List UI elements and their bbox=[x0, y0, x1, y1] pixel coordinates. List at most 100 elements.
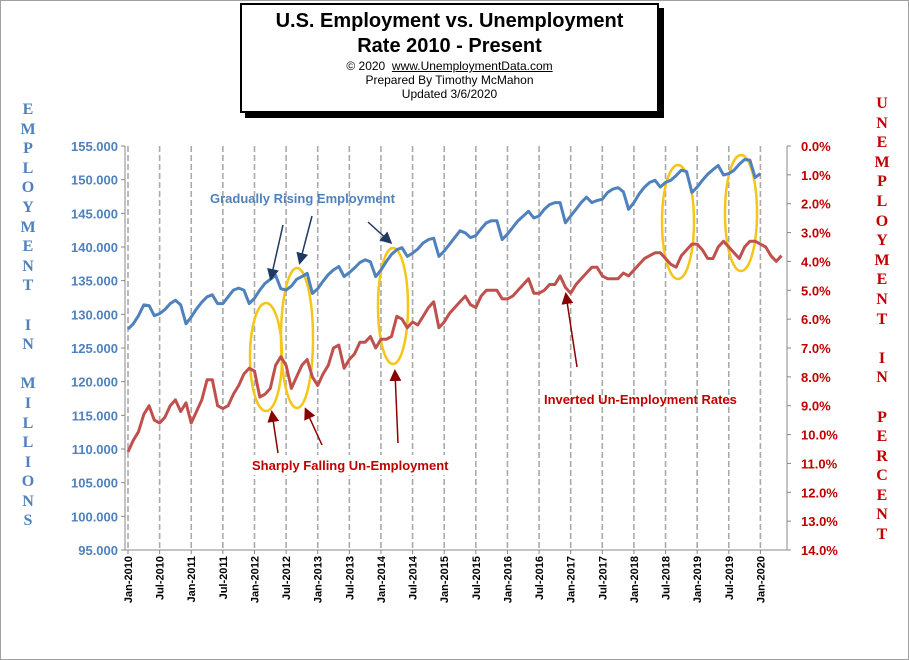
left-axis-title-letter: M bbox=[20, 218, 36, 236]
left-axis-title-letter: O bbox=[21, 179, 35, 197]
axes: 155.000 150.000 145.000 140.000 135.000 130.0… bbox=[71, 139, 838, 603]
left-tick-label: 95.000 bbox=[78, 543, 118, 558]
left-tick-label: 105.000 bbox=[71, 476, 118, 491]
site-link[interactable]: www.UnemploymentData.com bbox=[391, 59, 553, 73]
prepared-by: Prepared By Timothy McMahon bbox=[365, 73, 534, 87]
right-axis-title-letter: N bbox=[876, 506, 888, 524]
copyright-line: © 2020 www.UnemploymentData.com bbox=[242, 59, 657, 73]
falling-arrow bbox=[561, 292, 578, 368]
annotation-labels: Gradually Rising Employment Sharply Falli… bbox=[210, 191, 737, 475]
chart-title-box: U.S. Employment vs. Unemployment Rate 20… bbox=[240, 3, 659, 113]
falling-label-bg bbox=[250, 455, 466, 475]
right-tick-label: 1.0% bbox=[801, 168, 831, 183]
unemployment-line bbox=[126, 239, 783, 453]
right-tick-label: 10.0% bbox=[801, 428, 838, 443]
right-axis-title-letter bbox=[862, 388, 902, 408]
right-tick-label: 4.0% bbox=[801, 254, 831, 269]
left-axis-title-letter: E bbox=[22, 238, 34, 256]
right-axis-title-letter: E bbox=[876, 134, 888, 152]
left-axis-title-letter: L bbox=[22, 434, 34, 452]
right-tick-label: 12.0% bbox=[801, 485, 838, 500]
right-axis-title-letter: O bbox=[875, 212, 889, 230]
left-tick-label: 140.000 bbox=[71, 240, 118, 255]
falling-arrow bbox=[267, 410, 280, 454]
right-tick-label: 6.0% bbox=[801, 312, 831, 327]
right-tick-label: 0.0% bbox=[801, 139, 831, 154]
right-axis-title-letter: N bbox=[876, 369, 888, 387]
right-tick-label: 3.0% bbox=[801, 226, 831, 241]
updated-date: Updated 3/6/2020 bbox=[401, 87, 498, 101]
x-tick-label: Jan-2012 bbox=[249, 556, 261, 603]
annotation-falling: Sharply Falling Un-Employment bbox=[252, 458, 449, 473]
highlight-ellipse bbox=[723, 153, 759, 273]
x-tick-label: Jul-2014 bbox=[408, 555, 420, 600]
right-tick-label: 8.0% bbox=[801, 370, 831, 385]
left-tick-label: 100.000 bbox=[71, 509, 118, 524]
right-axis-title-letter bbox=[862, 329, 902, 349]
left-axis-title-letter: O bbox=[21, 473, 35, 491]
x-tick-label: Jan-2011 bbox=[186, 556, 198, 602]
left-axis-title-letter: M bbox=[20, 375, 36, 393]
rising-arrow bbox=[296, 215, 313, 265]
x-tick-label: Jul-2015 bbox=[471, 556, 483, 600]
x-tick-label: Jan-2015 bbox=[439, 556, 451, 603]
left-axis-title-letter bbox=[10, 296, 46, 316]
annotation-arrows bbox=[267, 215, 578, 454]
right-axis-title-letter: I bbox=[878, 349, 886, 367]
left-axis-title-letter: Y bbox=[22, 198, 34, 216]
copyright-text: © 2020 bbox=[346, 59, 386, 73]
falling-arrow bbox=[389, 369, 402, 444]
series-lines bbox=[126, 158, 783, 453]
x-tick-label: Jul-2010 bbox=[155, 556, 167, 600]
right-tick-label: 13.0% bbox=[801, 514, 838, 529]
left-axis-title-letter: T bbox=[22, 277, 34, 295]
x-tick-label: Jul-2011 bbox=[218, 556, 230, 599]
x-tick-label: Jan-2013 bbox=[313, 556, 325, 603]
left-axis-title-letter bbox=[10, 355, 46, 375]
x-tick-label: Jul-2012 bbox=[281, 556, 293, 600]
right-axis-title-letter: E bbox=[876, 486, 888, 504]
right-tick-label: 2.0% bbox=[801, 197, 831, 212]
x-tick-label: Jan-2014 bbox=[376, 555, 388, 603]
x-tick-label: Jan-2010 bbox=[123, 556, 135, 603]
left-tick-label: 145.000 bbox=[71, 206, 118, 221]
annotation-inverted: Inverted Un-Employment Rates bbox=[544, 392, 737, 407]
left-tick-label: 130.000 bbox=[71, 307, 118, 322]
right-axis-title-letter: M bbox=[874, 251, 890, 269]
right-tick-label: 5.0% bbox=[801, 283, 831, 298]
highlight-ellipse bbox=[376, 246, 410, 366]
right-axis-title-letter: T bbox=[876, 526, 888, 544]
left-axis-title-letter: P bbox=[23, 140, 33, 158]
right-axis-title-letter: M bbox=[874, 153, 890, 171]
right-axis-title-letter: R bbox=[876, 447, 888, 465]
right-tick-label: 11.0% bbox=[801, 456, 838, 471]
right-axis-title-letter: P bbox=[877, 173, 887, 191]
right-axis-title-letter: C bbox=[876, 467, 888, 485]
left-axis-title-letter: E bbox=[22, 101, 34, 118]
left-tick-label: 150.000 bbox=[71, 173, 118, 188]
falling-arrow bbox=[304, 407, 323, 446]
left-axis-title-letter: N bbox=[22, 257, 34, 275]
highlight-ellipse bbox=[660, 163, 696, 281]
chart-title: U.S. Employment vs. Unemployment Rate 20… bbox=[275, 10, 624, 57]
right-axis-title-letter: Y bbox=[876, 232, 888, 250]
right-axis-title-letter: U bbox=[876, 95, 888, 112]
employment-line bbox=[126, 158, 762, 331]
x-tick-label: Jul-2016 bbox=[534, 556, 546, 600]
rising-arrow bbox=[367, 221, 393, 245]
right-axis-title-letter: N bbox=[876, 290, 888, 308]
left-axis-title-letter: N bbox=[22, 492, 34, 510]
x-tick-label: Jan-2017 bbox=[566, 556, 578, 603]
right-tick-label: 7.0% bbox=[801, 341, 831, 356]
right-axis-title-letter: P bbox=[877, 408, 887, 426]
highlight-ellipse bbox=[279, 266, 315, 410]
x-tick-label: Jul-2019 bbox=[724, 556, 736, 600]
grid-lines bbox=[127, 146, 762, 550]
right-tick-label: 14.0% bbox=[801, 543, 838, 558]
x-tick-label: Jul-2018 bbox=[661, 556, 673, 600]
left-tick-label: 135.000 bbox=[71, 274, 118, 289]
left-axis-title-letter: S bbox=[23, 512, 33, 530]
